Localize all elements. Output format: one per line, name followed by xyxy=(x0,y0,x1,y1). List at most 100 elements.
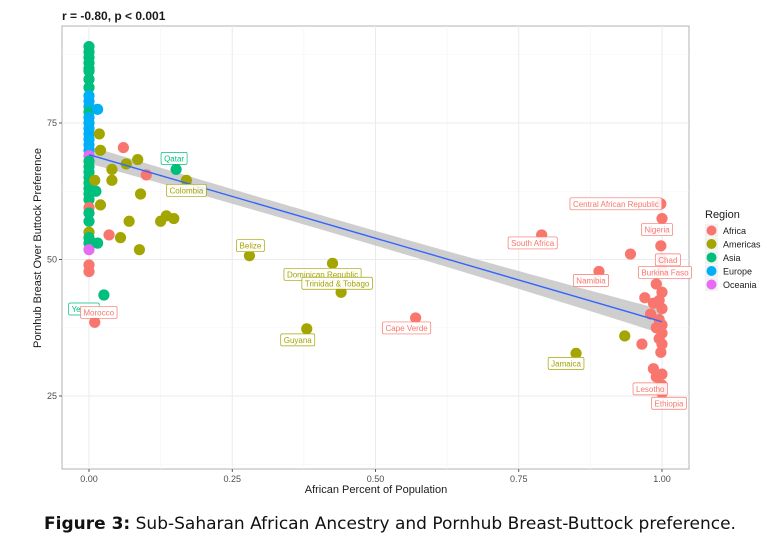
data-point-asia xyxy=(83,193,95,206)
data-point-americas xyxy=(94,199,107,211)
data-point-africa xyxy=(410,312,422,324)
scatter-chart: r = -0.80, p < 0.001 YemenMoroccoQatarCo… xyxy=(32,9,761,496)
point-label: Colombia xyxy=(166,183,207,197)
data-point-americas xyxy=(132,153,144,166)
point-label: Burkina Faso xyxy=(638,266,692,279)
data-point-americas xyxy=(168,212,180,225)
point-label-text: Central African Republic xyxy=(573,200,659,209)
data-point-asia xyxy=(83,73,95,85)
point-label: Lesotho xyxy=(632,382,668,396)
data-point-africa xyxy=(650,278,662,290)
data-point-americas xyxy=(133,244,146,256)
data-point-asia xyxy=(170,163,182,176)
data-point-africa xyxy=(647,297,660,309)
data-point-americas xyxy=(93,128,105,140)
point-label: Qatar xyxy=(160,152,188,165)
data-point-americas xyxy=(570,347,582,360)
data-point-africa xyxy=(655,346,667,358)
point-label-box xyxy=(507,236,558,250)
point-label-text: Burkina Faso xyxy=(641,268,689,277)
point-label-box xyxy=(301,276,373,290)
data-point-africa xyxy=(656,303,668,315)
caption-text: Sub-Saharan African Ancestry and Pornhub… xyxy=(135,514,736,534)
fit-line xyxy=(88,153,663,323)
point-label-box xyxy=(236,239,265,253)
data-point-africa xyxy=(650,371,662,383)
point-label-box xyxy=(160,152,188,165)
data-point-asia xyxy=(90,185,102,197)
point-label-text: Qatar xyxy=(164,154,184,163)
point-label-text: Dominican Republic xyxy=(287,270,358,279)
legend-label-asia: Asia xyxy=(723,253,741,263)
data-points xyxy=(83,40,668,399)
point-label: Guyana xyxy=(280,333,316,347)
legend-label-oceania: Oceania xyxy=(723,280,757,290)
legend-label-europe: Europe xyxy=(723,267,752,277)
point-label-text: Belize xyxy=(240,242,262,251)
data-point-americas xyxy=(243,250,256,262)
point-label-box xyxy=(632,382,668,396)
point-label-box xyxy=(382,321,432,335)
data-point-africa xyxy=(639,292,651,304)
legend: Region Africa Americas Asia Europe Oceania xyxy=(705,209,761,291)
x-axis-title: African Percent of Population xyxy=(305,484,447,496)
x-tick-label: 0.25 xyxy=(223,474,241,484)
point-label-box xyxy=(638,266,692,279)
point-label-text: Colombia xyxy=(170,186,204,195)
point-label-text: South Africa xyxy=(511,239,555,248)
point-labels: YemenMoroccoQatarColombiaBelizeDominican… xyxy=(68,152,692,410)
point-label-box xyxy=(547,357,585,370)
figure-caption: Figure 3: Sub-Saharan African Ancestry a… xyxy=(0,514,780,534)
data-point-asia xyxy=(83,81,95,94)
data-point-africa xyxy=(624,248,637,260)
data-point-americas xyxy=(89,174,101,186)
data-point-africa xyxy=(655,240,667,252)
point-label: Central African Republic xyxy=(569,197,663,211)
legend-label-africa: Africa xyxy=(723,226,746,236)
point-label-box xyxy=(569,197,663,211)
point-label: Nigeria xyxy=(640,223,674,236)
point-label-text: Namibia xyxy=(576,277,606,286)
caption-label: Figure 3: xyxy=(44,514,131,534)
data-point-africa xyxy=(89,316,101,328)
x-tick-label: 0.50 xyxy=(367,474,385,484)
data-point-americas xyxy=(94,144,107,156)
y-axis-title: Pornhub Breast Over Buttock Preference xyxy=(32,148,44,348)
point-label-box xyxy=(654,253,681,267)
point-label: Ethiopia xyxy=(651,396,687,410)
point-label-text: Nigeria xyxy=(644,226,670,235)
data-point-asia xyxy=(83,207,95,219)
data-point-americas xyxy=(134,188,147,200)
data-point-africa xyxy=(656,212,668,225)
data-point-americas xyxy=(123,215,135,227)
point-label-box xyxy=(166,183,207,197)
data-point-oceania xyxy=(83,244,95,256)
point-label-text: Guyana xyxy=(284,336,313,345)
legend-swatch-asia xyxy=(706,252,717,263)
y-tick-label: 75 xyxy=(47,118,57,128)
data-point-asia xyxy=(98,289,110,301)
data-point-americas xyxy=(180,174,193,186)
legend-swatch-americas xyxy=(706,239,717,249)
point-label-text: Cape Verde xyxy=(385,324,428,333)
point-label: South Africa xyxy=(507,236,558,250)
y-tick-label: 50 xyxy=(47,255,57,265)
point-label: Morocco xyxy=(80,305,118,319)
point-label: Namibia xyxy=(572,274,609,287)
data-point-americas xyxy=(326,257,339,269)
data-point-africa xyxy=(636,338,648,350)
point-label-text: Lesotho xyxy=(636,385,665,394)
legend-swatch-africa xyxy=(706,225,717,236)
data-point-americas xyxy=(106,163,118,176)
legend-swatch-europe xyxy=(706,266,717,276)
data-point-asia xyxy=(91,237,104,249)
data-point-asia xyxy=(83,65,95,77)
confidence-band xyxy=(89,145,662,334)
x-tick-label: 0.00 xyxy=(80,474,98,484)
point-label-text: Ethiopia xyxy=(655,399,684,408)
x-axis-ticks: 0.00 0.25 0.50 0.75 1.00 xyxy=(80,469,671,484)
ci-band xyxy=(89,145,662,334)
data-point-americas xyxy=(619,330,631,342)
data-point-asia xyxy=(83,215,95,227)
x-tick-label: 1.00 xyxy=(653,474,671,484)
